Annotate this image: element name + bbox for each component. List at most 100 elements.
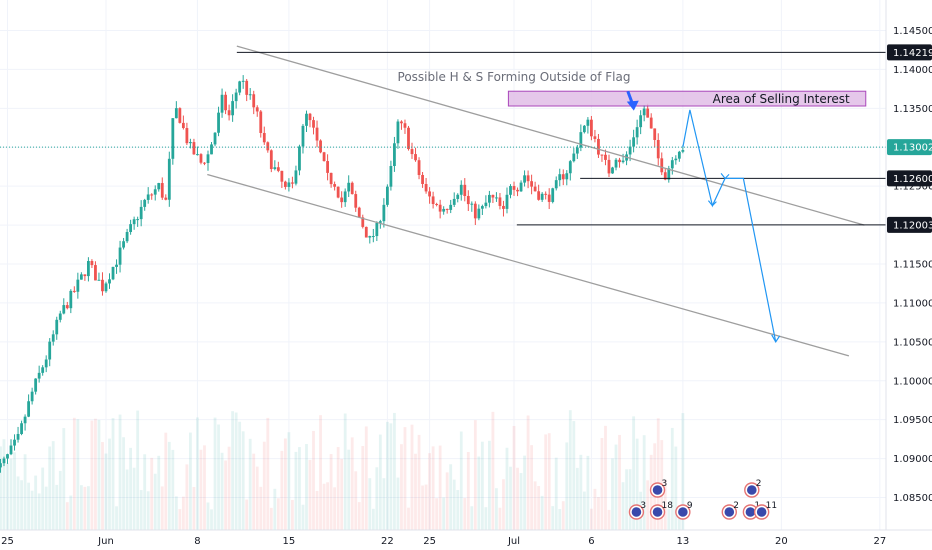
time-axis[interactable] bbox=[0, 530, 932, 550]
candle-body bbox=[294, 170, 298, 184]
volume-bar bbox=[625, 469, 628, 530]
candle-body bbox=[656, 139, 660, 159]
event-flag-core bbox=[652, 507, 663, 517]
volume-bar bbox=[512, 425, 516, 530]
drawings: Area of Selling Interest bbox=[0, 45, 886, 357]
volume-bar bbox=[23, 454, 27, 530]
candle-body bbox=[171, 118, 175, 159]
volume-bar bbox=[69, 495, 73, 530]
volume-bar bbox=[579, 454, 583, 530]
volume-bar bbox=[6, 463, 9, 530]
volume-bar bbox=[305, 444, 308, 530]
volume-bar bbox=[48, 446, 52, 530]
candle-body bbox=[143, 199, 147, 207]
volume-bar bbox=[266, 417, 270, 530]
volume-bar bbox=[178, 509, 182, 530]
candle-body bbox=[586, 119, 590, 126]
candle-body bbox=[526, 175, 530, 182]
candle-body bbox=[132, 219, 136, 225]
candle-body bbox=[83, 274, 87, 277]
candle-body bbox=[136, 219, 140, 221]
candle-body bbox=[65, 305, 69, 309]
volume-bar bbox=[628, 469, 632, 530]
volume-bar bbox=[554, 457, 558, 530]
time-tick-label: 15 bbox=[283, 536, 296, 547]
volume-bar bbox=[498, 507, 502, 530]
candle-body bbox=[368, 236, 372, 238]
candle-body bbox=[94, 265, 97, 281]
price-tick-label: 1.14500 bbox=[893, 26, 932, 37]
candle-body bbox=[400, 121, 403, 124]
time-tick-label: 22 bbox=[381, 536, 394, 547]
candle-body bbox=[30, 391, 34, 402]
volume-bar bbox=[407, 507, 410, 530]
volume-bar bbox=[480, 441, 484, 530]
volume-bar bbox=[600, 438, 604, 530]
volume-bar bbox=[0, 446, 2, 530]
candle-body bbox=[58, 313, 62, 320]
volume-bar bbox=[41, 467, 45, 530]
candle-body bbox=[97, 279, 101, 281]
candle-body bbox=[568, 161, 572, 174]
candle-body bbox=[371, 236, 375, 238]
selling-zone-label: Area of Selling Interest bbox=[713, 92, 850, 106]
candle-body bbox=[590, 119, 593, 137]
candle-body bbox=[611, 167, 614, 174]
volume-bar bbox=[473, 420, 477, 530]
candle-body bbox=[632, 137, 636, 147]
event-count: 3 bbox=[640, 501, 646, 511]
volume-bar bbox=[213, 417, 217, 530]
volume-bar bbox=[385, 421, 389, 530]
volume-bar bbox=[44, 486, 48, 530]
volume-bar bbox=[361, 446, 365, 530]
price-tick-label: 1.09000 bbox=[893, 454, 932, 465]
event-count: 3 bbox=[662, 479, 668, 489]
candle-body bbox=[343, 191, 347, 203]
candle-body bbox=[449, 204, 453, 210]
candle-body bbox=[417, 160, 421, 175]
candle-body bbox=[13, 439, 16, 446]
candle-body bbox=[618, 159, 621, 163]
candle-body bbox=[575, 147, 579, 154]
candle-body bbox=[20, 423, 23, 434]
price-axis[interactable] bbox=[886, 0, 932, 530]
volume-bar bbox=[146, 491, 150, 530]
event-count: 18 bbox=[662, 501, 674, 511]
volume-bar bbox=[382, 478, 386, 530]
volume-bar bbox=[449, 464, 453, 530]
volume-bar bbox=[108, 438, 111, 530]
volume-bars bbox=[0, 410, 685, 530]
volume-bar bbox=[157, 455, 161, 530]
price-tick-label: 1.11500 bbox=[893, 260, 932, 271]
volume-bar bbox=[315, 490, 319, 530]
candle-body bbox=[280, 170, 284, 182]
candle-body bbox=[213, 132, 217, 145]
volume-bar bbox=[604, 425, 607, 530]
volume-bar bbox=[322, 483, 326, 530]
candle-body bbox=[551, 188, 555, 202]
candle-body bbox=[118, 247, 122, 265]
volume-bar bbox=[347, 449, 351, 530]
volume-bar bbox=[502, 479, 505, 530]
candle-body bbox=[364, 226, 368, 238]
volume-bar bbox=[329, 454, 333, 530]
volume-bar bbox=[428, 453, 431, 530]
candle-body bbox=[428, 191, 431, 197]
price-tick-label: 1.10500 bbox=[893, 337, 932, 348]
candle-body bbox=[259, 111, 263, 133]
candle-body bbox=[385, 186, 389, 205]
volume-bar bbox=[632, 416, 636, 530]
candle-body bbox=[410, 149, 414, 155]
candle-body bbox=[442, 208, 446, 212]
candle-body bbox=[607, 159, 611, 174]
candle-body bbox=[516, 189, 519, 192]
volume-bar bbox=[136, 410, 140, 530]
price-label-tag bbox=[887, 44, 932, 61]
volume-bar bbox=[516, 467, 519, 530]
volume-bar bbox=[171, 449, 175, 530]
volume-bar bbox=[470, 506, 474, 530]
candle-body bbox=[484, 202, 488, 207]
candle-body bbox=[111, 266, 115, 280]
volume-bar bbox=[129, 447, 133, 530]
